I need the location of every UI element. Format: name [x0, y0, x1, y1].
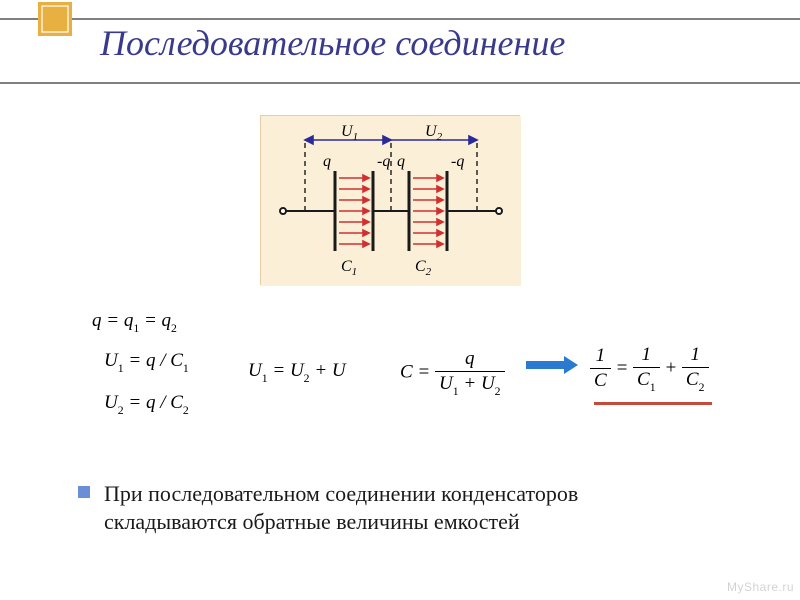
formula-c: C = q U1 + U2: [400, 348, 505, 398]
svg-text:q: q: [323, 153, 331, 170]
implies-arrow-icon: [526, 356, 578, 374]
emphasis-underline: [594, 402, 712, 405]
accent-square-icon: [38, 2, 72, 36]
svg-text:-q: -q: [377, 153, 390, 170]
formula-usum: U1 = U2 + U: [248, 360, 346, 385]
formula-q: q = q1 = q2: [92, 310, 177, 335]
bullet-square-icon: [78, 486, 90, 498]
slide-header: Последовательное соединение: [0, 0, 800, 120]
formula-u2: U2 = q / C2: [104, 392, 189, 417]
bullet-point: При последовательном соединении конденса…: [78, 480, 578, 536]
svg-text:-q: -q: [451, 153, 464, 170]
bullet-text: При последовательном соединении конденса…: [104, 480, 578, 536]
title-rule: [0, 82, 800, 84]
svg-text:q: q: [397, 153, 405, 170]
formula-u1: U1 = q / C1: [104, 350, 189, 375]
capacitor-series-diagram: U1 U2 q -q q -q C1 C2: [260, 115, 520, 285]
formula-inv: 1 C = 1 C1 + 1 C2: [590, 344, 709, 394]
watermark: MyShare.ru: [727, 580, 794, 594]
page-title: Последовательное соединение: [100, 22, 565, 64]
top-rule: [0, 18, 800, 20]
